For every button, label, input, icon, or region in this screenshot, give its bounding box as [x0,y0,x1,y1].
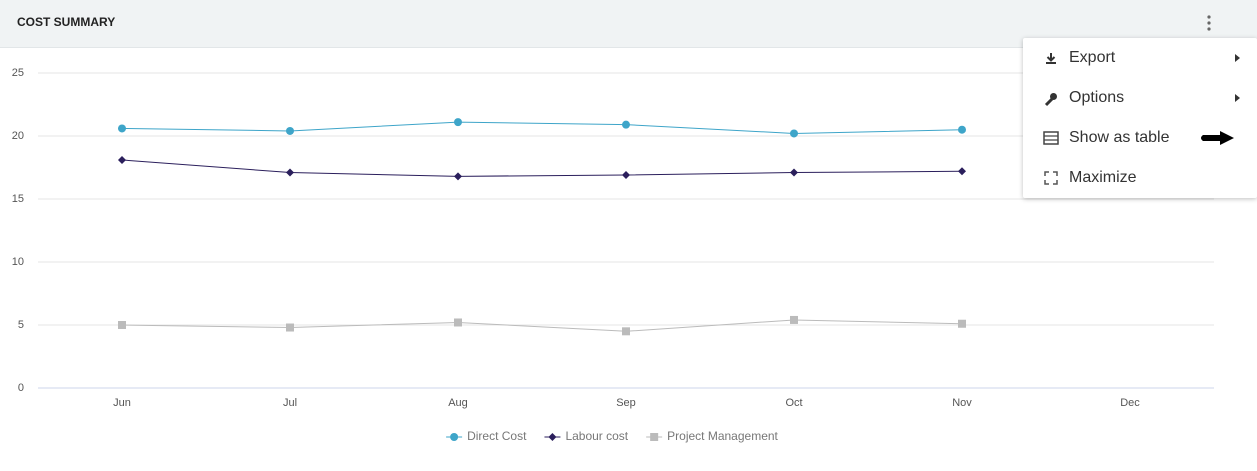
menu-label: Export [1069,49,1116,66]
x-tick-label: Aug [448,397,468,409]
menu-label: Maximize [1069,169,1137,186]
data-point [958,319,966,328]
legend-label: Labour cost [565,429,628,443]
menu-item[interactable]: Maximize [1023,158,1257,198]
data-point [118,124,126,133]
data-point [286,126,294,135]
data-point [286,323,294,332]
y-tick-label: 10 [12,256,24,268]
context-menu: Export Options Show as table Maximize [1023,38,1257,198]
data-point [454,172,462,181]
y-tick-label: 0 [18,382,24,394]
kebab-menu[interactable] [1199,13,1219,33]
data-point [790,129,798,138]
data-point [118,155,126,164]
legend-label: Direct Cost [467,429,527,443]
menu-item[interactable]: Export [1023,38,1257,78]
legend-marker [548,433,557,441]
x-tick-label: Jul [283,397,297,409]
x-tick-label: Nov [952,397,972,409]
legend-marker [450,433,459,441]
panel-title: COST SUMMARY [17,15,116,29]
data-point [118,321,126,329]
x-tick-label: Sep [616,397,636,409]
y-tick-label: 5 [18,319,24,331]
menu-label: Options [1069,89,1125,106]
data-point [286,168,294,177]
y-tick-label: 20 [12,130,24,142]
data-point [958,167,966,176]
x-tick-label: Dec [1120,397,1140,409]
y-tick-label: 25 [12,67,24,79]
data-point [454,318,462,327]
data-point [790,168,798,177]
menu-item[interactable]: Show as table [1023,118,1257,158]
x-tick-label: Oct [785,397,802,409]
series-line [121,319,963,332]
header: COST SUMMARY [0,0,1257,48]
legend-label: Project Management [667,429,778,443]
menu-item[interactable]: Options [1023,78,1257,118]
data-point [958,125,966,134]
y-tick-label: 15 [12,193,24,205]
series-line [121,121,963,134]
series-line [121,159,963,177]
data-point [454,118,462,127]
data-point [790,315,798,324]
data-point [622,171,630,180]
menu-label: Show as table [1069,129,1170,146]
legend-marker [650,433,659,441]
data-point [622,120,630,129]
x-tick-label: Jun [113,397,131,409]
data-point [622,327,630,336]
